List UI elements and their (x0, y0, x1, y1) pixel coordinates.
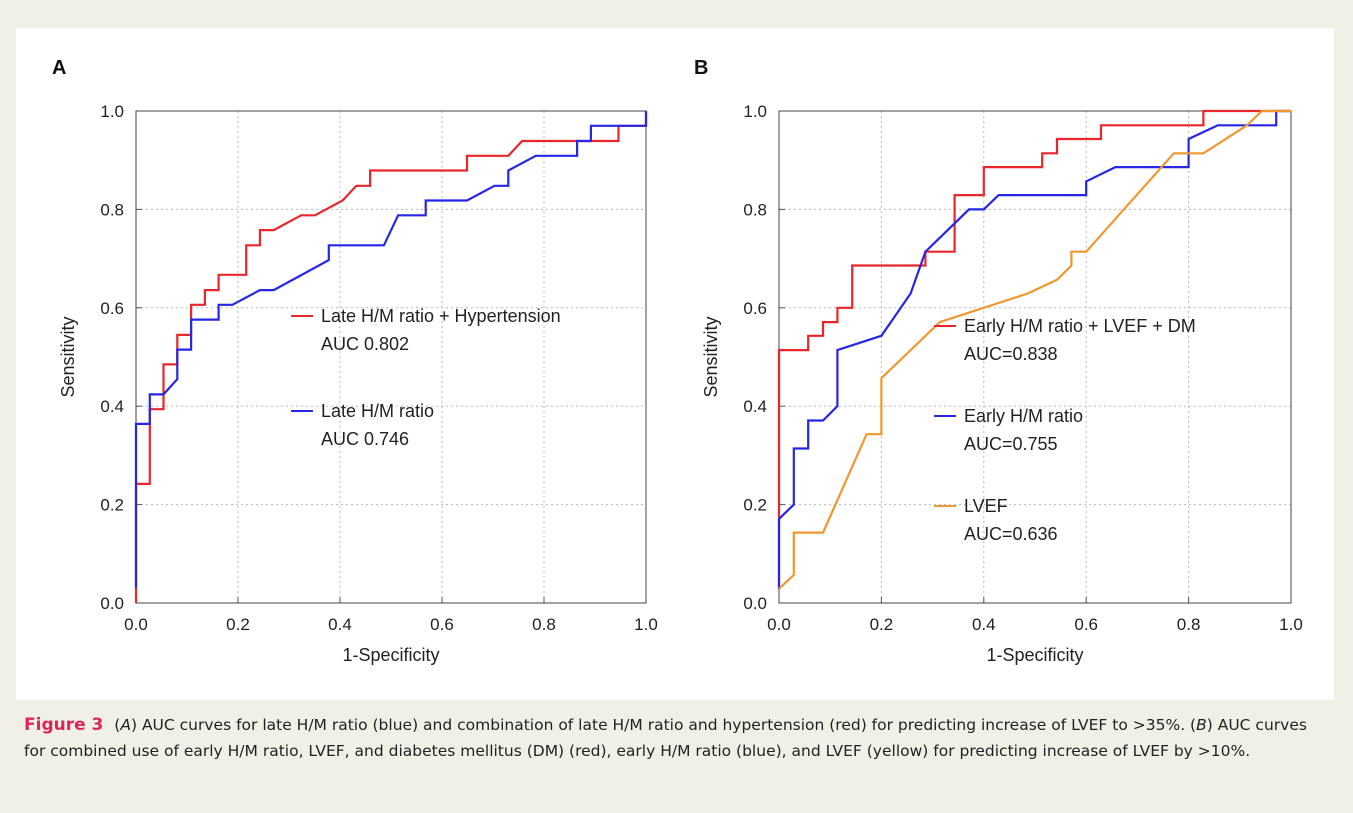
y-tick-label: 0.4 (100, 397, 124, 416)
x-tick-label: 0.6 (1074, 615, 1098, 634)
x-tick-label: 0.6 (430, 615, 454, 634)
figure-frame: A 0.0 0.2 0.4 0.6 0.8 1.0 0.0 0.2 0.4 0.6 0.8 1.0 1-S… (16, 28, 1334, 700)
x-axis-label: 1-Specificity (342, 645, 439, 665)
legend-auc-annotation: AUC 0.746 (321, 429, 409, 449)
x-tick-label: 0.8 (1177, 615, 1201, 634)
series-line-2 (134, 111, 648, 589)
panel-a: A 0.0 0.2 0.4 0.6 0.8 1.0 0.0 0.2 0.4 0.6 0.8 1.0 1-S… (52, 57, 658, 665)
y-tick-label: 0.8 (100, 200, 124, 219)
x-tick-label: 0.4 (328, 615, 352, 634)
legend-auc-annotation: AUC 0.802 (321, 334, 409, 354)
figure-caption: Figure 3 (A) AUC curves for late H/M rat… (24, 715, 1307, 760)
x-tick-label: 0.0 (767, 615, 791, 634)
y-tick-label: 0.6 (100, 299, 124, 318)
y-tick-label: 0.0 (100, 594, 124, 613)
legend-auc-annotation: AUC=0.636 (964, 524, 1058, 544)
y-axis-label: Sensitivity (58, 316, 78, 397)
y-tick-label: 1.0 (100, 102, 124, 121)
legend-label: Early H/M ratio (964, 406, 1083, 426)
y-tick-label: 0.2 (100, 496, 124, 515)
legend-label: Late H/M ratio + Hypertension (321, 306, 561, 326)
caption-panel-a-ref: A (120, 716, 131, 734)
series-line-3 (778, 109, 1291, 590)
y-tick-label: 0.0 (743, 594, 767, 613)
y-tick-label: 1.0 (743, 102, 767, 121)
y-tick-label: 0.6 (743, 299, 767, 318)
legend-label: Early H/M ratio + LVEF + DM (964, 316, 1196, 336)
series-line-2 (777, 109, 1291, 589)
y-tick-label: 0.2 (743, 496, 767, 515)
caption-panel-a-text: AUC curves for late H/M ratio (blue) and… (137, 716, 1197, 734)
x-tick-label: 0.2 (226, 615, 250, 634)
series-line-1 (134, 111, 648, 603)
caption-panel-b-ref: B (1196, 716, 1207, 734)
x-tick-label: 1.0 (634, 615, 658, 634)
legend-auc-annotation: AUC=0.838 (964, 344, 1058, 364)
y-axis-label: Sensitivity (701, 316, 721, 397)
plot-border (135, 110, 647, 604)
roc-figure: A 0.0 0.2 0.4 0.6 0.8 1.0 0.0 0.2 0.4 0.6 0.8 1.0 1-S… (52, 57, 1303, 665)
panel-label: A (52, 57, 66, 79)
x-tick-label: 1.0 (1279, 615, 1303, 634)
x-tick-label: 0.2 (870, 615, 894, 634)
legend-label: LVEF (964, 496, 1008, 516)
panel-b: B 0.0 0.2 0.4 0.6 0.8 1.0 0.0 0.2 0.4 0.6 0.8 1.0 1-S… (694, 57, 1303, 665)
y-tick-label: 0.4 (743, 397, 767, 416)
panel-label: B (694, 57, 708, 79)
x-tick-label: 0.4 (972, 615, 996, 634)
x-tick-label: 0.8 (532, 615, 556, 634)
legend-auc-annotation: AUC=0.755 (964, 434, 1058, 454)
y-tick-label: 0.8 (743, 200, 767, 219)
figure-label: Figure 3 (24, 715, 104, 735)
legend-label: Late H/M ratio (321, 401, 434, 421)
caption-panel-b-text: ) AUC curves for combined use of early H… (24, 716, 1307, 760)
series-line-1 (777, 109, 1291, 589)
x-axis-label: 1-Specificity (986, 645, 1083, 665)
x-tick-label: 0.0 (124, 615, 148, 634)
